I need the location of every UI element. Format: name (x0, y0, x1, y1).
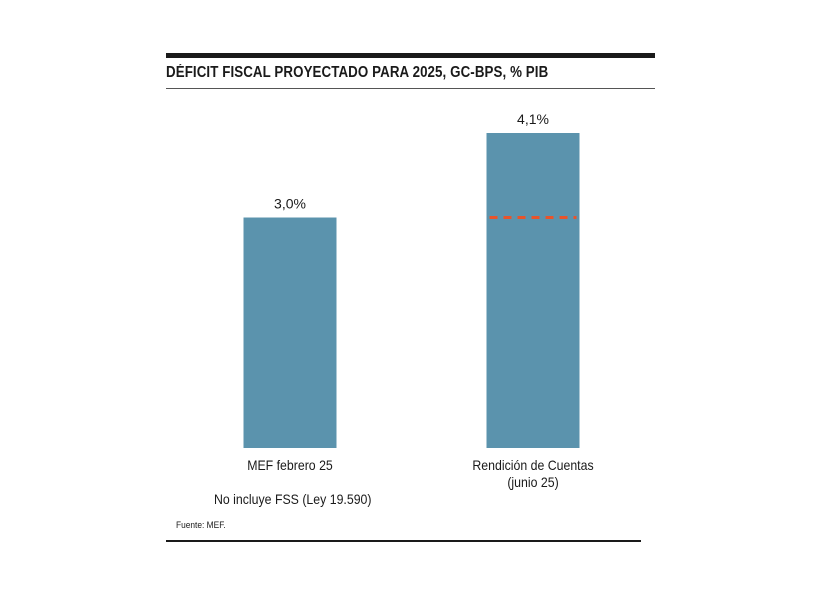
bottom-rule (166, 540, 641, 542)
value-label-1: 3,0% (274, 196, 306, 212)
chart-note: No incluye FSS (Ley 19.590) (214, 491, 372, 507)
bar-2 (487, 133, 580, 448)
chart-source: Fuente: MEF. (176, 520, 226, 531)
category-label-line: MEF febrero 25 (202, 457, 378, 474)
value-label-2: 4,1% (517, 111, 549, 127)
category-label-line: Rendición de Cuentas (445, 457, 621, 474)
category-label-line: (junio 25) (445, 474, 621, 491)
bar-1 (244, 218, 337, 448)
category-label-2: Rendición de Cuentas (junio 25) (445, 457, 621, 491)
category-label-1: MEF febrero 25 (202, 457, 378, 474)
